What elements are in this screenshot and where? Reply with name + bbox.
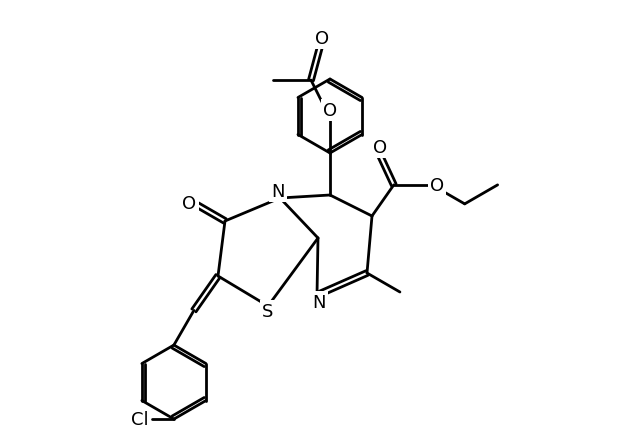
Text: O: O (429, 177, 444, 194)
Text: N: N (271, 183, 285, 201)
Text: N: N (312, 293, 326, 311)
Text: O: O (182, 194, 196, 212)
Text: O: O (372, 139, 387, 157)
Text: Cl: Cl (131, 410, 148, 428)
Text: O: O (315, 30, 329, 48)
Text: O: O (323, 102, 337, 120)
Text: S: S (262, 302, 274, 320)
